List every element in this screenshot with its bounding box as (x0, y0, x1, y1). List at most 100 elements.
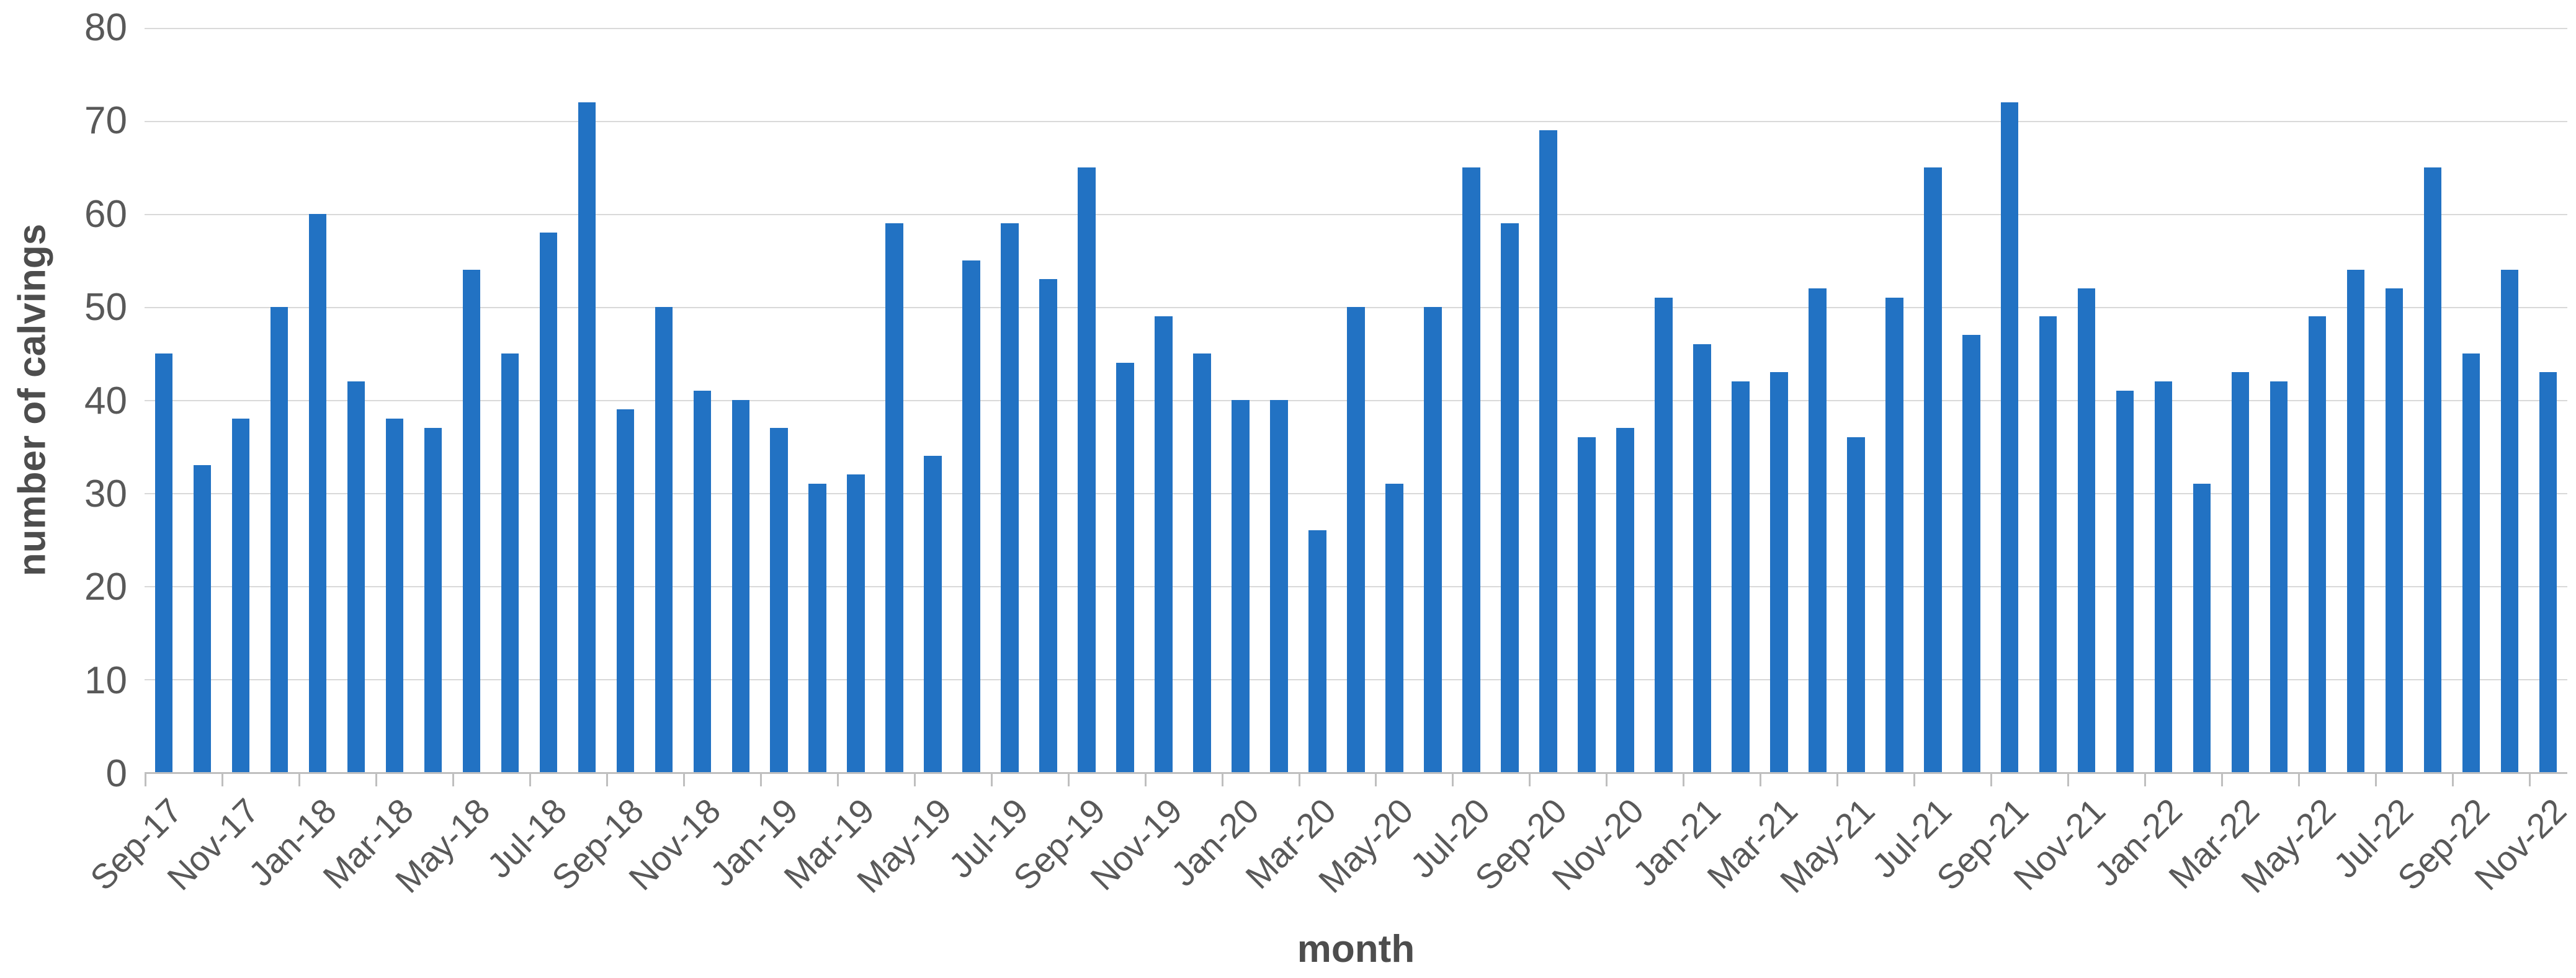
bar-slot (491, 28, 529, 772)
bar-Jun-18[interactable] (501, 353, 519, 772)
bar-Feb-18[interactable] (347, 381, 365, 772)
bar-Jan-18[interactable] (308, 214, 327, 772)
bar-Apr-18[interactable] (424, 428, 442, 772)
bar-Aug-20[interactable] (1501, 223, 1519, 772)
bar-slot (183, 28, 221, 772)
bar-Sep-21[interactable] (2000, 102, 2019, 772)
bar-slot (1913, 28, 1952, 772)
x-tick-mark (452, 774, 454, 786)
bar-Jul-20[interactable] (1462, 167, 1480, 772)
bar-slot (1990, 28, 2029, 772)
bar-Oct-17[interactable] (193, 465, 212, 772)
x-tick-mark (1990, 774, 1993, 786)
bar-May-21[interactable] (1847, 437, 1865, 772)
bar-Apr-19[interactable] (885, 223, 903, 772)
bar-Apr-20[interactable] (1347, 307, 1365, 772)
bar-Sep-20[interactable] (1539, 130, 1557, 772)
bar-Mar-21[interactable] (1770, 372, 1788, 772)
bar-Mar-18[interactable] (385, 419, 404, 772)
bar-Jul-22[interactable] (2385, 288, 2404, 772)
bar-Nov-20[interactable] (1616, 428, 1634, 772)
bar-Nov-22[interactable] (2539, 372, 2557, 772)
x-tick-mark (913, 774, 916, 786)
bar-Jan-19[interactable] (770, 428, 788, 772)
x-tick-mark (2144, 774, 2147, 786)
bar-May-22[interactable] (2308, 316, 2327, 772)
bar-Dec-19[interactable] (1193, 353, 1211, 772)
bar-series (145, 28, 2567, 772)
bar-Nov-21[interactable] (2077, 288, 2096, 772)
bar-Oct-19[interactable] (1116, 363, 1134, 772)
bar-Dec-18[interactable] (731, 400, 749, 772)
bar-Jun-19[interactable] (962, 260, 980, 772)
bar-slot (798, 28, 837, 772)
bar-slot (760, 28, 798, 772)
bar-Jan-21[interactable] (1693, 344, 1711, 772)
bar-Feb-22[interactable] (2193, 484, 2211, 772)
gridline (145, 214, 2567, 215)
x-tick-mark (2221, 774, 2224, 786)
bar-Dec-17[interactable] (270, 307, 288, 772)
x-tick-mark (1375, 774, 1377, 786)
bar-Mar-19[interactable] (847, 474, 865, 772)
bar-slot (337, 28, 375, 772)
x-tick-mark (1913, 774, 1916, 786)
bar-Dec-20[interactable] (1655, 298, 1673, 772)
bar-Aug-19[interactable] (1039, 279, 1057, 772)
bar-Oct-20[interactable] (1578, 437, 1596, 772)
bar-Jul-21[interactable] (1924, 167, 1942, 772)
bar-slot (1299, 28, 1337, 772)
bar-slot (221, 28, 260, 772)
bar-Sep-17[interactable] (154, 353, 173, 772)
bar-Jan-22[interactable] (2154, 381, 2173, 772)
bar-Sep-19[interactable] (1078, 167, 1096, 772)
x-tick-mark (2452, 774, 2454, 786)
bar-Jun-20[interactable] (1424, 307, 1442, 772)
y-tick-label: 40 (84, 379, 127, 422)
bar-Nov-19[interactable] (1155, 316, 1173, 772)
bar-slot (645, 28, 683, 772)
bar-Mar-20[interactable] (1308, 530, 1326, 772)
bar-Nov-18[interactable] (693, 391, 712, 772)
bar-May-20[interactable] (1385, 484, 1403, 772)
bar-Oct-21[interactable] (2039, 316, 2057, 772)
bar-Nov-17[interactable] (231, 419, 250, 772)
bar-Apr-22[interactable] (2270, 381, 2288, 772)
y-tick-label: 50 (84, 286, 127, 329)
bar-slot (2375, 28, 2413, 772)
bar-slot (2413, 28, 2452, 772)
bar-slot (1836, 28, 1875, 772)
bar-Jun-21[interactable] (1885, 298, 1903, 772)
bar-Aug-18[interactable] (578, 102, 596, 772)
bar-Dec-21[interactable] (2116, 391, 2134, 772)
bar-Feb-21[interactable] (1732, 381, 1750, 772)
bar-May-19[interactable] (924, 456, 942, 772)
bar-Jun-22[interactable] (2346, 270, 2365, 772)
bar-Aug-21[interactable] (1962, 335, 1980, 772)
bar-Jul-18[interactable] (539, 233, 558, 772)
bar-Oct-18[interactable] (655, 307, 673, 772)
bar-Feb-20[interactable] (1270, 400, 1288, 772)
x-tick-mark (1683, 774, 1685, 786)
bar-Mar-22[interactable] (2231, 372, 2250, 772)
bar-slot (2490, 28, 2529, 772)
bar-slot (1798, 28, 1836, 772)
bar-Apr-21[interactable] (1809, 288, 1827, 772)
x-tick-mark (145, 774, 146, 786)
bar-slot (914, 28, 952, 772)
x-tick-mark (990, 774, 993, 786)
bar-Jan-20[interactable] (1232, 400, 1250, 772)
bar-May-18[interactable] (462, 270, 481, 772)
y-tick-label: 80 (84, 6, 127, 49)
bar-Aug-22[interactable] (2423, 167, 2442, 772)
bar-slot (991, 28, 1029, 772)
x-tick-mark (1221, 774, 1223, 786)
bar-Oct-22[interactable] (2500, 270, 2519, 772)
bar-Sep-18[interactable] (616, 409, 635, 772)
y-tick-label: 10 (84, 659, 127, 702)
bar-Jul-19[interactable] (1001, 223, 1019, 772)
bar-Feb-19[interactable] (808, 484, 826, 772)
bar-slot (1567, 28, 1606, 772)
bar-Sep-22[interactable] (2462, 353, 2480, 772)
